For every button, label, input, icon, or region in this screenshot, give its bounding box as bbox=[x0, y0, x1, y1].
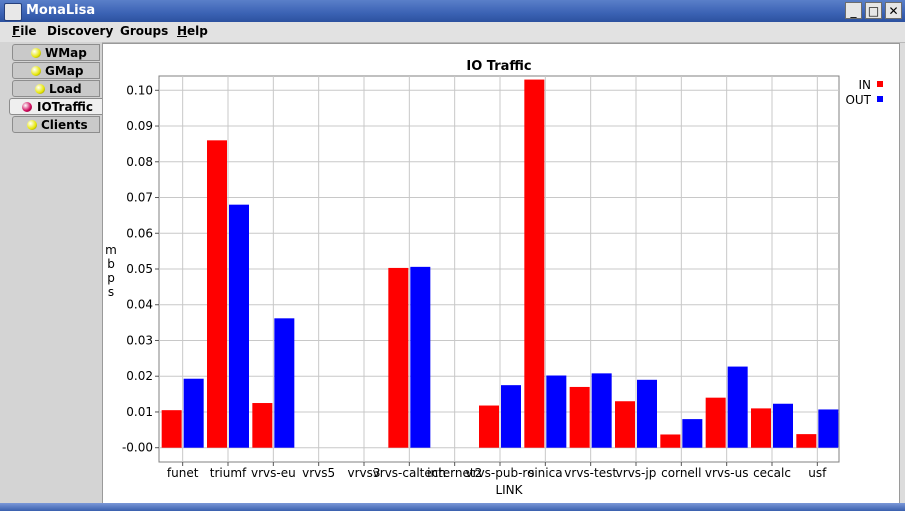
status-dot-icon bbox=[35, 84, 45, 94]
menu-file-rest: ile bbox=[20, 24, 37, 38]
bar-out bbox=[501, 385, 521, 448]
close-icon[interactable]: ✕ bbox=[885, 2, 902, 19]
menu-file-mnemonic: F bbox=[12, 24, 21, 38]
ytick-label: 0.04 bbox=[126, 298, 153, 312]
xtick-label: vrvs-eu bbox=[251, 466, 296, 480]
legend-swatch-out bbox=[877, 96, 883, 102]
status-dot-icon bbox=[31, 66, 41, 76]
bar-in bbox=[660, 434, 681, 448]
xtick-label: vrvs5 bbox=[302, 466, 335, 480]
ytick-label: 0.03 bbox=[126, 333, 153, 347]
bar-out bbox=[773, 403, 793, 448]
tab-iotraffic[interactable]: IOTraffic bbox=[9, 98, 102, 115]
menu-help[interactable]: Help bbox=[177, 24, 208, 38]
xtick-label: vrvs-pub-ro bbox=[466, 466, 535, 480]
bar-out bbox=[591, 373, 612, 448]
tab-label: IOTraffic bbox=[37, 100, 94, 114]
xtick-label: cecalc bbox=[753, 466, 791, 480]
bar-in bbox=[524, 79, 545, 448]
bar-out bbox=[637, 379, 657, 448]
window-title: MonaLisa bbox=[26, 3, 96, 18]
xtick-label: usf bbox=[808, 466, 827, 480]
status-dot-icon bbox=[31, 48, 41, 58]
bar-out bbox=[727, 366, 748, 448]
ytick-label: 0.10 bbox=[126, 83, 153, 97]
bar-in bbox=[479, 405, 499, 448]
status-dot-icon bbox=[27, 120, 37, 130]
ytick-label: 0.01 bbox=[126, 405, 153, 419]
bar-in bbox=[705, 397, 726, 448]
menu-discovery[interactable]: Discovery bbox=[47, 24, 114, 38]
bar-in bbox=[161, 410, 182, 448]
bar-out bbox=[682, 419, 703, 448]
tab-clients[interactable]: Clients bbox=[12, 116, 100, 133]
window-bottom-border bbox=[0, 503, 905, 511]
xtick-label: triumf bbox=[210, 466, 247, 480]
status-dot-icon bbox=[22, 102, 32, 112]
maximize-icon[interactable]: □ bbox=[865, 2, 882, 19]
tab-gmap[interactable]: GMap bbox=[12, 62, 100, 79]
menu-groups[interactable]: Groups bbox=[120, 24, 169, 38]
bar-out bbox=[183, 378, 204, 448]
chart-title: IO Traffic bbox=[466, 59, 531, 74]
menu-file[interactable]: File bbox=[12, 24, 37, 38]
xtick-label: vrvs-jp bbox=[616, 466, 657, 480]
window-titlebar: MonaLisa _ □ ✕ bbox=[0, 0, 905, 22]
bar-in bbox=[615, 401, 635, 448]
ytick-label: 0.05 bbox=[126, 262, 153, 276]
legend-label-out: OUT bbox=[845, 93, 871, 107]
bar-in bbox=[252, 403, 273, 448]
bar-in bbox=[751, 408, 771, 448]
minimize-icon[interactable]: _ bbox=[845, 2, 862, 19]
bar-out bbox=[410, 266, 431, 448]
ytick-label: -0.00 bbox=[122, 441, 153, 455]
tab-label: WMap bbox=[45, 46, 87, 60]
bar-in bbox=[569, 386, 590, 448]
xtick-label: funet bbox=[167, 466, 199, 480]
ytick-label: 0.06 bbox=[126, 226, 153, 240]
bar-out bbox=[546, 375, 567, 448]
xtick-label: vrvs-caltech bbox=[373, 466, 446, 480]
bar-out bbox=[274, 318, 295, 448]
ytick-label: 0.09 bbox=[126, 119, 153, 133]
legend-swatch-in bbox=[877, 81, 883, 87]
chart-panel: -0.00 0.01 0.02 0.03 0.04 0.05 0.06 0.07 0.08 0.0… bbox=[102, 43, 900, 505]
tab-label: GMap bbox=[45, 64, 84, 78]
menu-bar: File Discovery Groups Help bbox=[0, 22, 905, 43]
ytick-label: 0.02 bbox=[126, 369, 153, 383]
xtick-label: sinica bbox=[528, 466, 562, 480]
menu-help-mnemonic: H bbox=[177, 24, 188, 38]
xtick-label: vrvs-test bbox=[564, 466, 617, 480]
bar-out bbox=[229, 204, 249, 448]
xtick-label: cornell bbox=[661, 466, 701, 480]
io-traffic-chart: -0.00 0.01 0.02 0.03 0.04 0.05 0.06 0.07 0.08 0.0… bbox=[105, 59, 883, 497]
ytick-label: 0.07 bbox=[126, 191, 153, 205]
xtick-label: internet2 bbox=[427, 466, 482, 480]
tab-label: Clients bbox=[41, 118, 88, 132]
menu-help-rest: elp bbox=[187, 24, 208, 38]
bar-out bbox=[818, 409, 839, 448]
xtick-label: vrvs-us bbox=[705, 466, 749, 480]
xtick-label: vrvs3 bbox=[347, 466, 380, 480]
tab-load[interactable]: Load bbox=[12, 80, 100, 97]
x-axis-label: LINK bbox=[495, 483, 523, 497]
bar-in bbox=[388, 267, 409, 448]
tab-wmap[interactable]: WMap bbox=[12, 44, 100, 61]
ytick-label: 0.08 bbox=[126, 155, 153, 169]
app-icon bbox=[4, 3, 22, 21]
legend-label-in: IN bbox=[858, 78, 871, 92]
tab-label: Load bbox=[49, 82, 82, 96]
bar-in bbox=[207, 140, 227, 448]
bar-in bbox=[796, 434, 817, 448]
